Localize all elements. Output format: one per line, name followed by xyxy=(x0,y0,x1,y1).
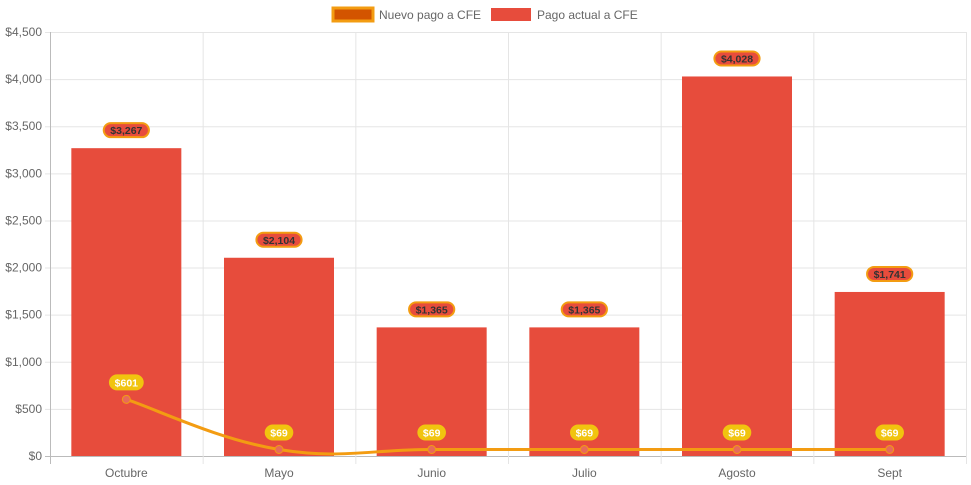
data-label-bg xyxy=(108,374,144,391)
y-tick-label: $4,000 xyxy=(5,72,42,86)
y-tick-label: $2,000 xyxy=(5,261,42,275)
data-labels: $3,267 $2,104 $1,365 $1,365 $4,028 $1,741 $601… xyxy=(102,50,914,441)
y-tick-label: $2,500 xyxy=(5,213,42,227)
x-tick-label: Sept xyxy=(877,466,902,480)
data-label: $601 xyxy=(115,377,139,389)
x-tick-label: Junio xyxy=(417,466,446,480)
x-tick-label: Mayo xyxy=(264,466,294,480)
data-label-bg xyxy=(560,301,608,318)
data-label: $1,365 xyxy=(416,304,448,316)
data-label-bg xyxy=(102,122,150,139)
data-label: $69 xyxy=(576,427,594,439)
data-label-bg xyxy=(722,424,752,441)
x-tick-label: Octubre xyxy=(105,466,148,480)
legend[interactable]: Nuevo pago a CFE Pago actual a CFE xyxy=(331,6,638,23)
data-label-bg xyxy=(408,301,456,318)
line-point xyxy=(885,444,895,454)
y-tick-label: $3,500 xyxy=(5,119,42,133)
y-tick-label: $1,000 xyxy=(5,355,42,369)
data-label: $69 xyxy=(881,427,899,439)
data-label: $4,028 xyxy=(721,53,753,65)
data-label-bg xyxy=(570,424,599,441)
data-label: $1,365 xyxy=(568,304,600,316)
y-tick-label: $4,500 xyxy=(5,25,42,39)
x-tick-label: Julio xyxy=(572,466,597,480)
data-label-bg xyxy=(255,231,303,248)
line-point xyxy=(274,444,284,454)
y-tick-label: $3,000 xyxy=(5,166,42,180)
line-path xyxy=(125,397,890,456)
data-label: $3,267 xyxy=(110,125,142,137)
bar xyxy=(71,148,182,456)
x-tick-label: Agosto xyxy=(718,466,756,480)
data-label: $69 xyxy=(728,427,746,439)
grid xyxy=(45,32,967,464)
bar xyxy=(224,257,334,456)
bar-series xyxy=(71,76,945,456)
y-tick-label: $1,500 xyxy=(5,308,42,322)
bar xyxy=(682,76,792,456)
x-axis: Octubre Mayo Junio Julio Agosto Sept xyxy=(105,466,903,480)
line-point xyxy=(427,444,437,454)
y-tick-label: $0 xyxy=(29,449,43,463)
y-axis: $0 $500 $1,000 $1,500 $2,000 $2,500 $3,000 $3,5… xyxy=(5,25,42,463)
data-label-bg xyxy=(866,265,914,282)
data-label: $2,104 xyxy=(263,235,295,247)
data-label: $69 xyxy=(270,427,288,439)
line-point xyxy=(121,394,131,404)
y-tick-label: $500 xyxy=(15,402,42,416)
line-series xyxy=(121,394,895,456)
data-label-bg xyxy=(713,50,761,67)
line-point xyxy=(732,444,742,454)
legend-item-nuevo[interactable]: Nuevo pago a CFE xyxy=(331,6,481,23)
data-label: $69 xyxy=(423,427,441,439)
legend-item-actual[interactable]: Pago actual a CFE xyxy=(491,8,638,22)
data-label: $1,741 xyxy=(874,269,906,281)
data-label-bg xyxy=(875,424,904,441)
legend-label: Nuevo pago a CFE xyxy=(379,8,481,22)
line-point xyxy=(579,444,589,454)
data-label-bg xyxy=(264,424,294,441)
legend-label: Pago actual a CFE xyxy=(537,8,638,22)
data-label-bg xyxy=(417,424,446,441)
